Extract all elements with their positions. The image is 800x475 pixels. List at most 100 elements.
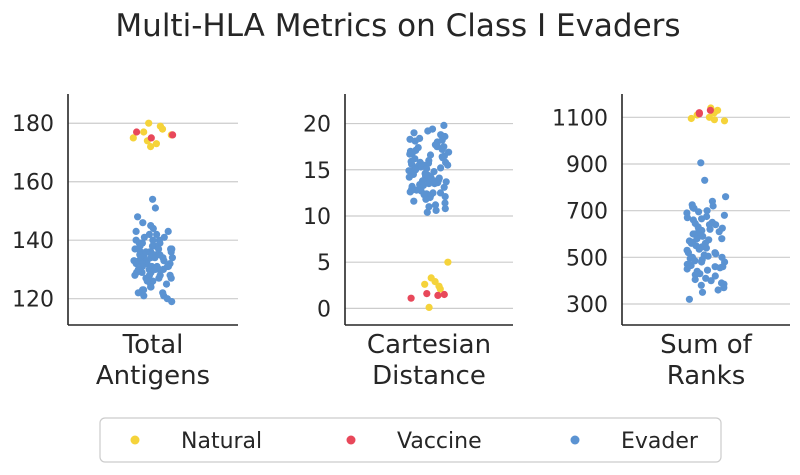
point-vaccine [423,290,431,298]
point-evader [149,224,157,233]
point-evader [155,274,163,282]
x-category-label: Cartesian [367,330,491,360]
point-vaccine [434,291,442,299]
point-evader [698,288,707,296]
point-evader [430,168,438,176]
legend: Natural Vaccine Evader [99,417,722,463]
point-evader [720,211,729,219]
point-evader [703,266,712,274]
x-category-label: Total [122,330,184,360]
point-evader [696,244,704,252]
point-evader [140,233,148,241]
point-evader [410,129,418,137]
chart-title: Multi-HLA Metrics on Class I Evaders [115,8,680,44]
y-tick-label: 15 [303,159,331,184]
y-tick-label: 10 [303,205,331,230]
y-tick-label: 500 [566,246,608,271]
point-vaccine [706,106,715,114]
point-evader [405,173,413,181]
point-evader [431,201,440,209]
point-vaccine [440,290,448,299]
point-evader [433,143,441,151]
point-natural [425,303,433,311]
point-evader [140,292,148,300]
point-evader [134,289,142,297]
point-natural [147,143,155,151]
point-evader [151,254,159,262]
point-evader [408,186,416,194]
point-evader [163,262,171,271]
point-evader [683,265,691,273]
point-evader [719,263,727,271]
y-tick-label: 300 [566,293,608,318]
point-evader [138,239,146,247]
y-tick-label: 700 [566,200,608,225]
point-natural [145,119,153,127]
point-vaccine [133,128,141,136]
point-natural [710,116,719,124]
point-evader [153,230,161,238]
point-evader [423,208,431,216]
point-evader [151,265,159,273]
point-evader [425,180,433,188]
x-category-label: Sum of [660,330,752,360]
point-natural [129,134,137,142]
point-evader [151,204,159,212]
point-evader [703,207,711,215]
point-evader [166,271,174,279]
point-evader [683,214,692,222]
point-vaccine [147,134,155,142]
point-evader [701,176,709,184]
point-evader [155,245,163,253]
point-evader [437,164,445,172]
point-evader [712,221,720,229]
point-evader [720,284,728,292]
point-evader [411,137,419,145]
point-natural [152,140,160,148]
point-evader [718,235,726,243]
point-evader [147,283,155,291]
point-vaccine [407,294,415,302]
point-evader [711,249,719,257]
point-evader [687,239,696,247]
point-evader [148,242,157,250]
y-tick-label: 900 [566,153,608,178]
point-evader [698,258,706,266]
legend-label-vaccine: Vaccine [397,429,482,454]
point-evader [685,295,694,303]
point-evader [159,254,167,262]
point-evader [167,248,175,256]
point-evader [438,136,446,144]
point-evader [441,199,449,207]
point-natural [158,125,167,133]
point-evader [697,281,705,289]
y-tick-label: 140 [12,229,54,254]
x-category-label: Distance [372,361,486,391]
point-evader [704,252,712,260]
point-evader [695,225,703,233]
point-vaccine [169,131,177,139]
y-tick-label: 1100 [552,106,608,131]
point-evader [432,206,440,214]
point-evader [688,253,697,261]
point-evader [442,158,450,166]
legend-marker-evader [570,435,580,445]
point-natural [720,117,729,125]
point-evader [711,272,719,280]
point-evader [149,236,157,244]
y-tick-label: 5 [317,251,331,276]
point-natural [436,285,444,293]
point-evader [440,121,448,129]
point-evader [693,235,701,243]
legend-marker-vaccine [346,435,356,445]
point-evader [722,193,730,201]
point-evader [419,181,427,190]
x-category-label: Ranks [667,361,746,391]
point-evader [138,268,146,276]
point-evader [442,178,450,186]
point-evader [162,280,171,288]
point-evader [143,277,151,285]
